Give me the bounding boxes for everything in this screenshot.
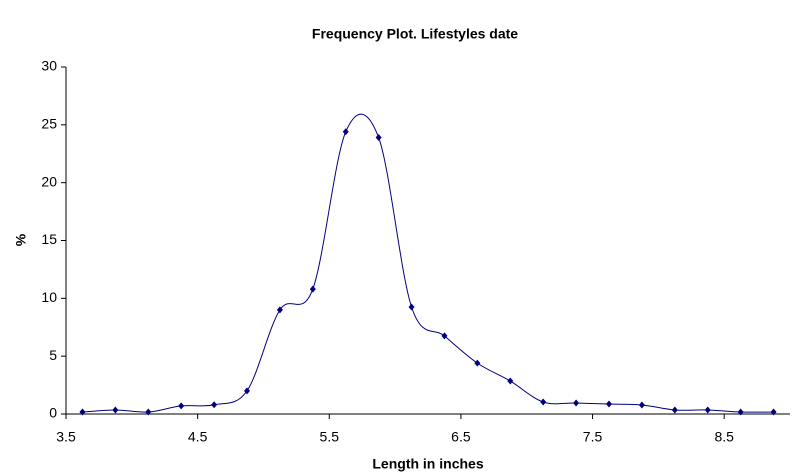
marker: [408, 303, 415, 311]
x-axis-title: Length in inches: [372, 456, 483, 472]
x-tick-label: 8.5: [714, 429, 734, 445]
marker: [309, 285, 316, 293]
marker: [638, 401, 645, 409]
chart-title: Frequency Plot. Lifestyles date: [312, 26, 518, 42]
marker: [573, 399, 580, 407]
y-axis-title: %: [13, 233, 29, 246]
marker: [441, 332, 448, 340]
y-tick-label: 5: [49, 347, 57, 363]
x-tick-label: 7.5: [583, 429, 603, 445]
marker: [211, 401, 218, 409]
marker: [474, 359, 481, 367]
marker: [145, 408, 152, 416]
marker: [244, 387, 250, 395]
marker: [540, 398, 547, 406]
marker: [276, 306, 283, 314]
marker: [178, 402, 185, 410]
x-tick-label: 6.5: [451, 429, 471, 445]
y-tick-label: 15: [41, 231, 57, 247]
x-tick-label: 4.5: [188, 429, 208, 445]
marker: [112, 406, 119, 414]
marker: [671, 406, 678, 414]
y-tick-label: 25: [41, 116, 57, 132]
marker: [606, 400, 612, 408]
y-tick-label: 30: [41, 58, 57, 74]
x-tick-label: 3.5: [56, 429, 76, 445]
marker: [375, 134, 382, 142]
line: [82, 113, 774, 413]
marker: [737, 408, 744, 416]
x-tick-label: 5.5: [320, 429, 340, 445]
marker: [770, 408, 777, 416]
y-tick-label: 20: [41, 173, 57, 189]
marker: [704, 406, 711, 414]
marker: [507, 377, 514, 385]
y-tick-label: 0: [49, 405, 57, 421]
y-tick-label: 10: [41, 289, 57, 305]
marker: [342, 128, 349, 136]
marker: [79, 408, 86, 416]
